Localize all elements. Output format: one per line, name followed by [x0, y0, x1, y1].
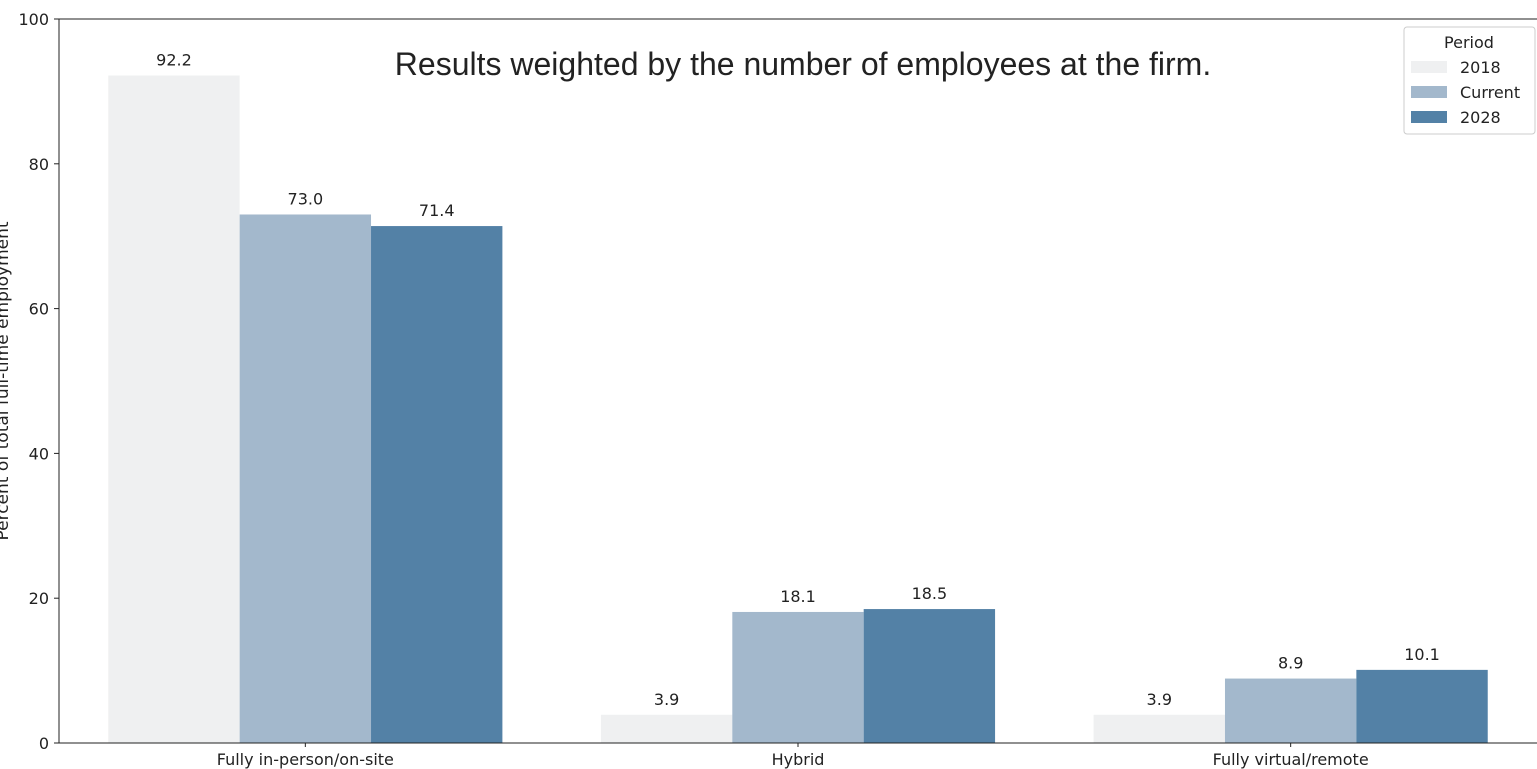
data-label: 73.0 — [288, 189, 324, 208]
data-label: 3.9 — [654, 690, 679, 709]
axes-layer: Fully in-person/on-site Hybrid Fully virtu… — [18, 10, 1537, 769]
y-tick-label: 40 — [29, 444, 49, 463]
bar — [1093, 714, 1225, 743]
chart-annotation: Results weighted by the number of employ… — [395, 46, 1211, 82]
data-label: 8.9 — [1278, 654, 1303, 673]
bar — [239, 214, 372, 744]
legend-swatch — [1411, 86, 1447, 98]
x-tick-label: Fully in-person/on-site — [217, 750, 394, 769]
legend-entry: 2018 — [1460, 58, 1501, 77]
bar — [1356, 669, 1488, 743]
data-labels-layer: 92.2 73.0 71.4 3.9 18.1 18.5 3.9 8.9 10.1 — [156, 50, 1440, 708]
data-label: 18.5 — [912, 584, 948, 603]
data-label: 92.2 — [156, 50, 192, 69]
legend-swatch — [1411, 111, 1447, 123]
bar — [863, 609, 996, 743]
bar — [1224, 678, 1357, 743]
bar — [732, 611, 864, 743]
legend-entry: Current — [1460, 83, 1520, 102]
data-label: 71.4 — [419, 201, 455, 220]
legend-frame — [1403, 26, 1536, 135]
y-tick-label: 60 — [29, 300, 49, 319]
y-axis-label: Percent of total full-time employment — [0, 221, 13, 540]
data-label: 3.9 — [1147, 690, 1172, 709]
x-tick-label: Fully virtual/remote — [1213, 750, 1369, 769]
x-tick-label: Hybrid — [772, 750, 825, 769]
bar — [600, 714, 733, 743]
legend: Period 2018 Current 2028 — [1403, 26, 1536, 135]
legend-swatch — [1411, 61, 1447, 73]
y-tick-label: 20 — [29, 589, 49, 608]
bar — [108, 75, 240, 744]
legend-entry: 2028 — [1460, 108, 1501, 127]
y-tick-label: 0 — [39, 734, 49, 753]
y-tick-label: 100 — [18, 10, 49, 29]
y-tick-label: 80 — [29, 155, 49, 174]
bars-layer — [108, 75, 1488, 744]
legend-title: Period — [1444, 33, 1494, 52]
data-label: 18.1 — [780, 587, 816, 606]
data-label: 10.1 — [1404, 645, 1440, 664]
bar — [371, 226, 503, 744]
